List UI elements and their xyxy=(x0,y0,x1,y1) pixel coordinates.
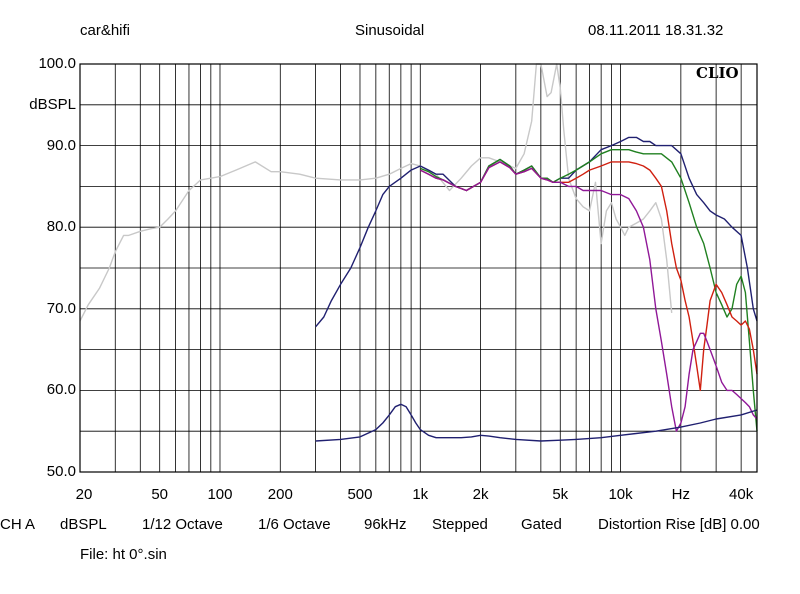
x-tick-label: 2k xyxy=(472,486,489,503)
x-tick-label: 200 xyxy=(267,486,293,503)
x-tick-label: 10k xyxy=(608,486,633,503)
series-group xyxy=(79,63,758,442)
y-tick-label: 80.0 xyxy=(46,218,76,236)
y-tick-label: 90.0 xyxy=(46,136,76,154)
x-tick-label: 40k xyxy=(729,486,754,503)
file-name: File: ht 0°.sin xyxy=(80,546,167,563)
x-tick-label: 500 xyxy=(347,486,373,503)
settings-item: Stepped xyxy=(432,516,488,533)
chart-title-center: Sinusoidal xyxy=(355,22,425,39)
y-tick-label: 50.0 xyxy=(46,463,76,480)
clio-logo: CLIO xyxy=(696,64,739,82)
x-tick-label: 1k xyxy=(412,486,429,503)
y-tick-label: 60.0 xyxy=(46,381,76,399)
settings-item: Distortion Rise [dB] 0.00 xyxy=(598,516,760,533)
series-line-3 xyxy=(420,148,758,432)
settings-item: 96kHz xyxy=(364,516,407,533)
series-line-4 xyxy=(419,161,758,392)
x-tick-label: 20 xyxy=(75,486,93,503)
series-line-1 xyxy=(79,63,673,322)
y-axis-unit-label: dBSPL xyxy=(29,95,76,113)
settings-item: dBSPL xyxy=(60,516,107,533)
series-line-5 xyxy=(419,161,758,432)
plot-frame xyxy=(79,63,758,473)
chart-title-left: car&hifi xyxy=(80,22,131,39)
x-tick-label: Hz xyxy=(671,486,691,503)
chart-timestamp: 08.11.2011 18.31.32 xyxy=(588,22,724,39)
settings-item: CH A xyxy=(0,516,36,533)
x-tick-label: 100 xyxy=(207,486,233,503)
y-tick-label: 70.0 xyxy=(46,299,76,317)
settings-item: 1/12 Octave xyxy=(142,516,223,533)
x-tick-label: 50 xyxy=(151,486,169,503)
y-tick-label: 100.0 xyxy=(38,55,76,72)
series-line-2 xyxy=(315,136,758,328)
x-tick-label: 5k xyxy=(552,486,569,503)
settings-item: Gated xyxy=(521,516,562,533)
settings-item: 1/6 Octave xyxy=(258,516,331,533)
series-line-6 xyxy=(315,403,758,442)
plot-grid xyxy=(80,64,757,472)
